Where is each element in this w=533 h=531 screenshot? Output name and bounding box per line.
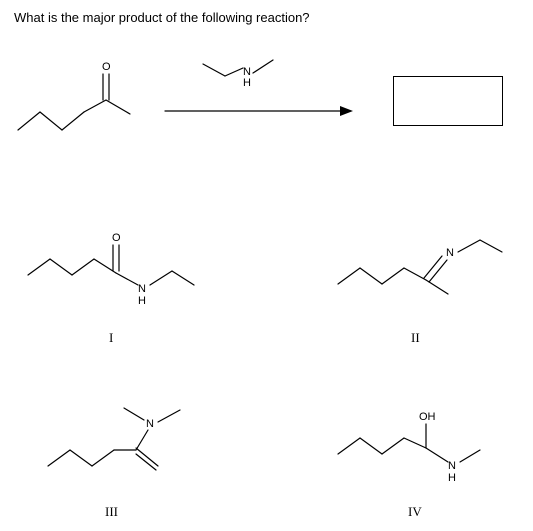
atom-H: H	[448, 472, 456, 484]
answer-box[interactable]	[393, 76, 503, 126]
atom-N: N	[446, 247, 454, 259]
mol-choice-3: N	[40, 390, 220, 485]
mol-choice-1: O N H	[20, 215, 220, 310]
atom-N: N	[448, 460, 456, 472]
reaction-arrow	[160, 96, 360, 126]
mol-start-ketone: O	[10, 52, 150, 142]
atom-OH: OH	[419, 411, 436, 423]
question-text: What is the major product of the followi…	[14, 10, 310, 25]
label-II: II	[411, 330, 420, 346]
label-III: III	[105, 504, 118, 520]
atom-H: H	[138, 295, 146, 307]
label-I: I	[109, 330, 113, 346]
atom-H: H	[243, 77, 251, 89]
atom-N: N	[138, 283, 146, 295]
mol-choice-4: OH N H	[330, 390, 510, 485]
mol-choice-2: N	[330, 216, 510, 306]
reaction-scheme: O N H	[0, 44, 533, 164]
atom-O: O	[102, 61, 111, 73]
atom-N: N	[146, 418, 154, 430]
atom-O: O	[112, 232, 121, 244]
label-IV: IV	[408, 504, 422, 520]
